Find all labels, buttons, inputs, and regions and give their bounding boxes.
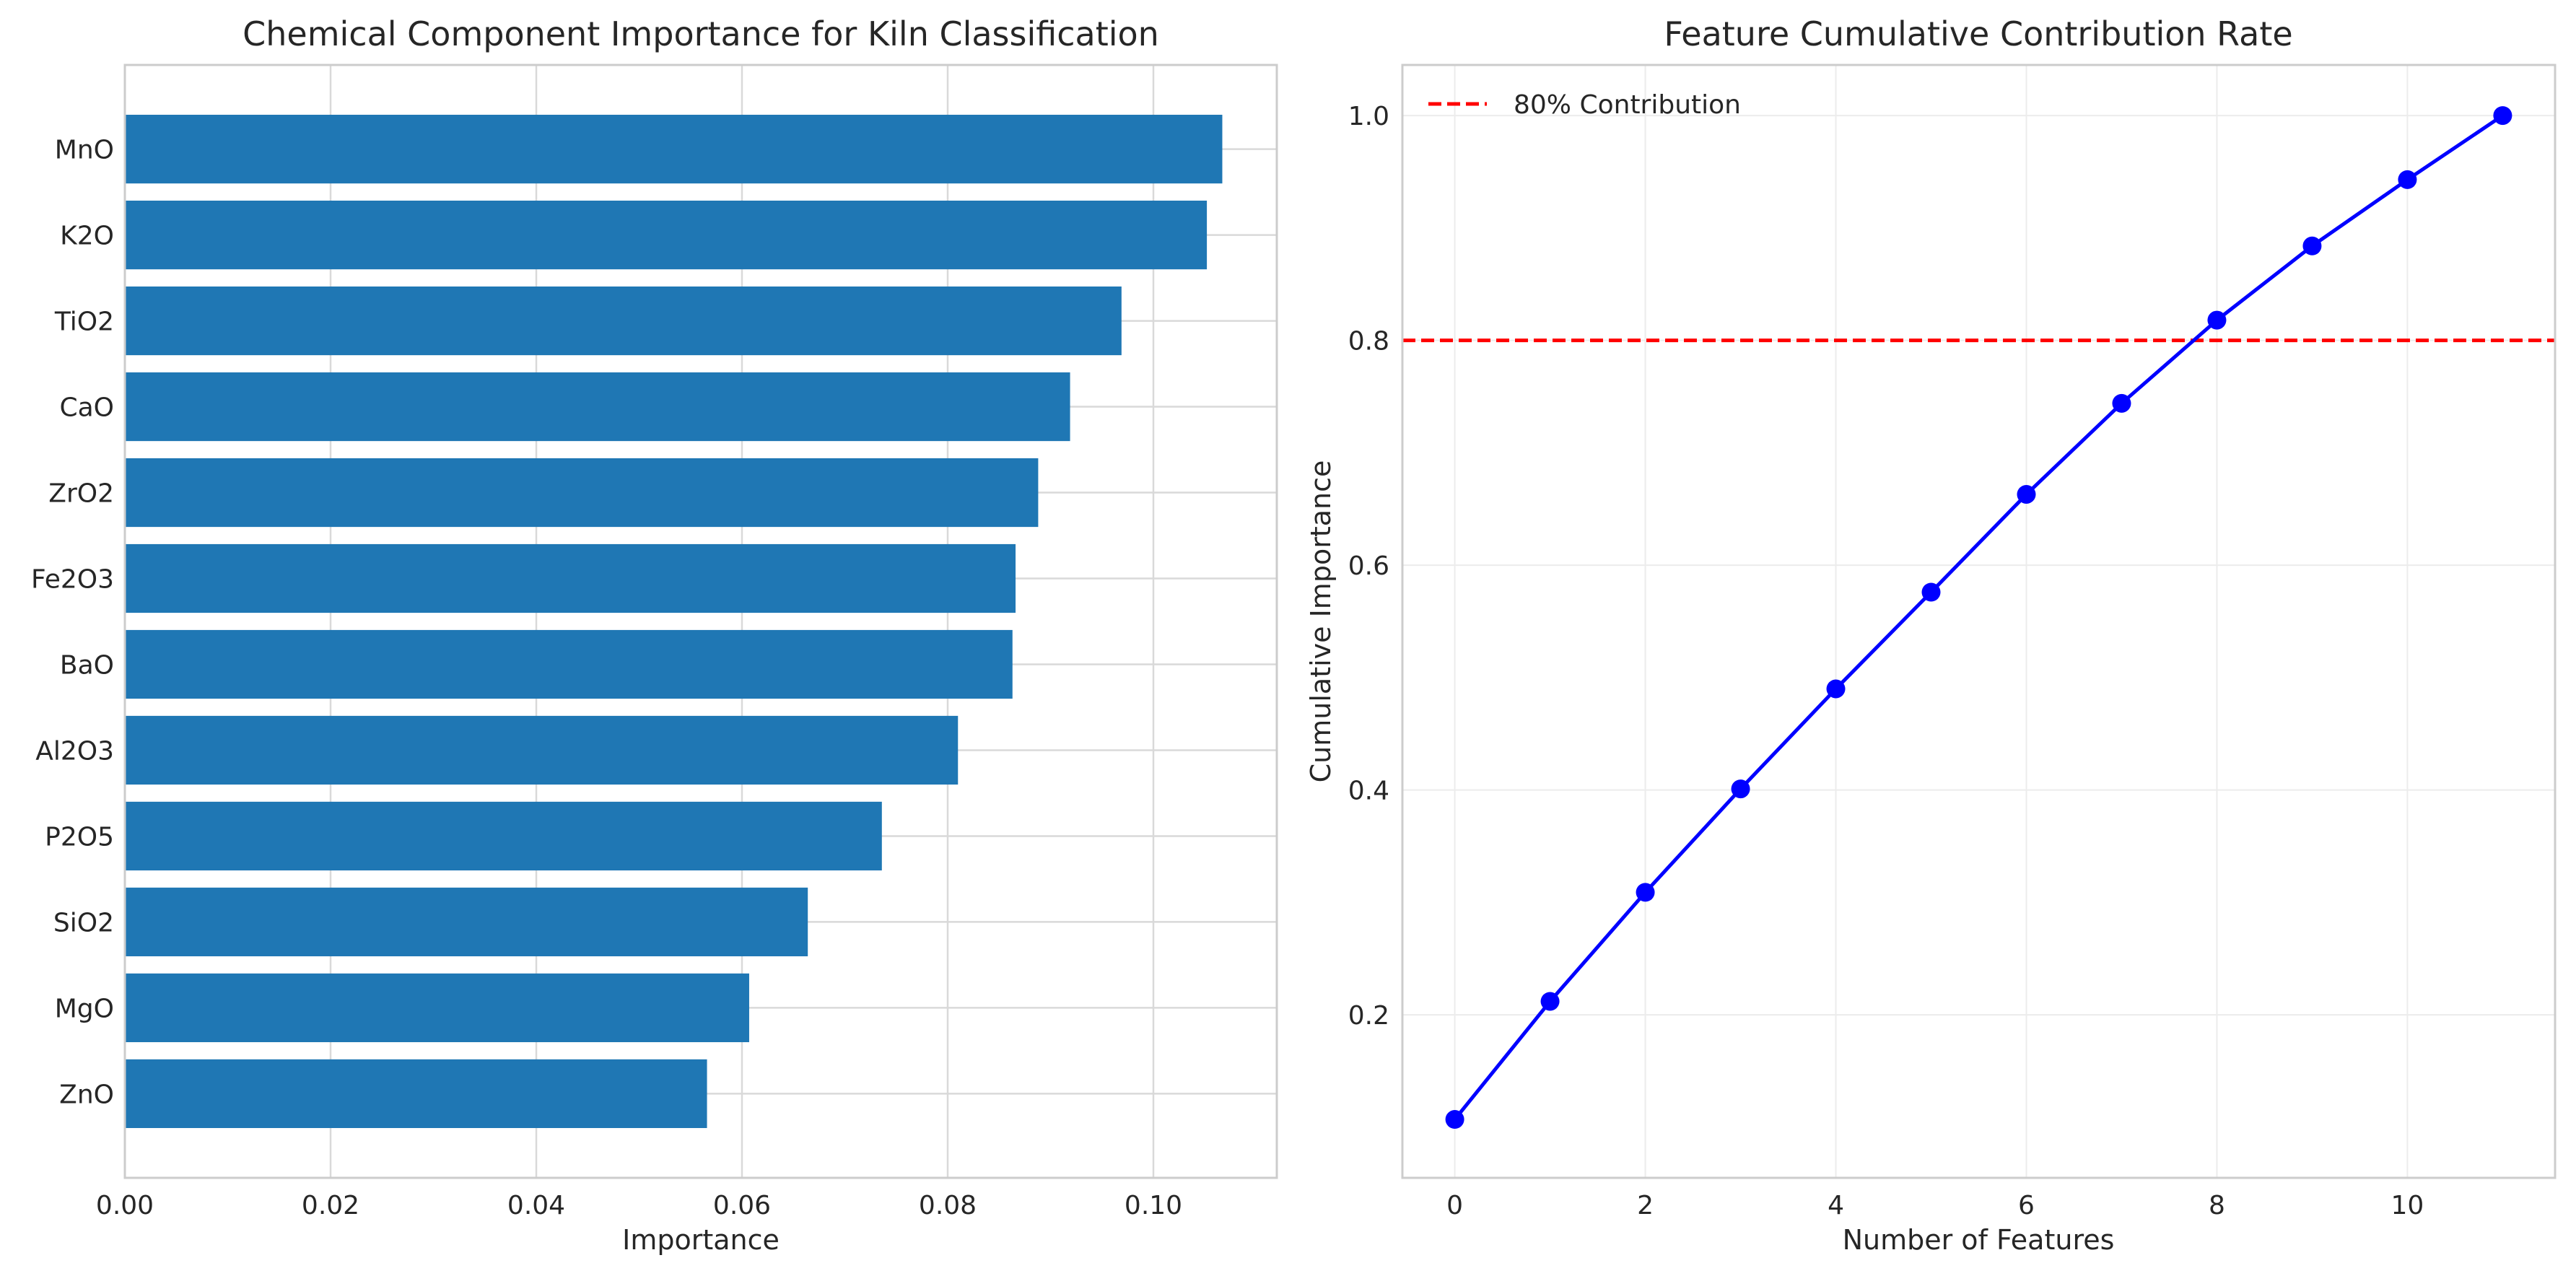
line-chart-x-tick-label: 8 [2209, 1191, 2225, 1220]
line-chart-plot-area [1402, 65, 2555, 1178]
bar-chart-x-tick-label: 0.08 [919, 1191, 977, 1220]
line-chart-legend: 80% Contribution [1428, 90, 1741, 120]
bar-chart-x-tick-label: 0.02 [302, 1191, 359, 1220]
bar-chart-y-tick-label: Fe2O3 [31, 565, 114, 595]
cumulative-point [1731, 779, 1750, 799]
bar-chart-frame [123, 64, 1278, 1179]
cumulative-series [1445, 106, 2512, 1129]
legend-threshold-label: 80% Contribution [1514, 90, 1741, 120]
bar-chart-x-tick-label: 0.00 [96, 1191, 154, 1220]
line-chart-x-axis-label: Number of Features [1843, 1224, 2115, 1256]
bar-zno [125, 1059, 707, 1128]
cumulative-point [1826, 679, 1846, 699]
bar-chart-x-tick-label: 0.04 [507, 1191, 565, 1220]
line-chart-y-tick-label: 0.2 [1348, 1001, 1389, 1031]
bar-chart-spines [123, 64, 1278, 1179]
line-chart-y-axis-label: Cumulative Importance [1305, 460, 1337, 783]
line-chart-title: Feature Cumulative Contribution Rate [1664, 14, 2292, 53]
cumulative-point [1636, 883, 1655, 902]
bar-chart-y-tick-label: CaO [59, 393, 114, 423]
cumulative-point [2493, 106, 2512, 126]
cumulative-point [1921, 582, 1941, 602]
bar-fe2o3 [125, 543, 1016, 613]
line-chart-y-tick-label: 0.4 [1348, 777, 1389, 806]
cumulative-line-chart: 0 2 4 6 8 10 0.2 0.4 0.6 0.8 1.0 80% Contribution… [1305, 14, 2557, 1256]
importance-bar-chart: 0.00 0.02 0.04 0.06 0.08 0.10 MnO K2O TiO2 CaO Zr… [31, 14, 1278, 1256]
bar-chart-y-tick-label: Al2O3 [35, 736, 114, 766]
bar-zro2 [125, 458, 1039, 528]
bar-al2o3 [125, 715, 959, 785]
cumulative-point [2207, 310, 2227, 330]
cumulative-point [1445, 1110, 1464, 1129]
bar-mno [125, 115, 1223, 184]
line-chart-x-tick-label: 4 [1828, 1191, 1844, 1220]
cumulative-point [2112, 393, 2131, 413]
bar-mgo [125, 973, 749, 1043]
bar-chart-bars [125, 115, 1223, 1128]
cumulative-point [2302, 236, 2322, 255]
bar-chart-y-tick-label: ZnO [59, 1080, 114, 1109]
bar-bao [125, 629, 1013, 699]
bar-chart-x-tick-label: 0.10 [1125, 1191, 1182, 1220]
cumulative-point [1540, 992, 1560, 1011]
line-chart-y-tick-label: 1.0 [1348, 102, 1389, 131]
line-chart-x-tick-label: 2 [1637, 1191, 1654, 1220]
line-chart-y-ticks: 0.2 0.4 0.6 0.8 1.0 [1348, 102, 1389, 1031]
line-chart-x-tick-label: 6 [2018, 1191, 2035, 1220]
line-chart-y-tick-label: 0.6 [1348, 551, 1389, 581]
bar-cao [125, 372, 1070, 442]
cumulative-point [2398, 170, 2417, 189]
bar-chart-y-tick-label: MnO [55, 136, 114, 165]
bar-chart-y-tick-label: BaO [60, 650, 114, 680]
bar-chart-x-ticks: 0.00 0.02 0.04 0.06 0.08 0.10 [96, 1191, 1182, 1220]
line-chart-x-tick-label: 0 [1446, 1191, 1463, 1220]
bar-chart-y-tick-label: P2O5 [45, 822, 114, 852]
line-chart-x-tick-label: 10 [2391, 1191, 2424, 1220]
cumulative-point [2017, 484, 2036, 504]
bar-sio2 [125, 887, 808, 957]
bar-chart-x-axis-label: Importance [622, 1224, 780, 1256]
bar-chart-y-tick-label: TiO2 [54, 307, 114, 337]
line-chart-x-ticks: 0 2 4 6 8 10 [1446, 1191, 2424, 1220]
bar-chart-y-tick-label: ZrO2 [48, 479, 114, 509]
bar-tio2 [125, 286, 1122, 356]
bar-chart-y-tick-label: MgO [55, 994, 114, 1023]
bar-p2o5 [125, 801, 882, 871]
bar-k2o [125, 200, 1208, 270]
bar-chart-x-tick-label: 0.06 [713, 1191, 771, 1220]
bar-chart-y-tick-label: K2O [60, 222, 114, 251]
line-chart-y-tick-label: 0.8 [1348, 327, 1389, 357]
line-chart-frame [1401, 64, 2557, 1179]
line-chart-spines [1401, 64, 2557, 1179]
bar-chart-title: Chemical Component Importance for Kiln C… [243, 14, 1159, 53]
bar-chart-y-ticks: MnO K2O TiO2 CaO ZrO2 Fe2O3 BaO Al2O3 P2O5 SiO2 Mg… [31, 136, 114, 1110]
bar-chart-y-tick-label: SiO2 [53, 908, 114, 938]
cumulative-line [1453, 114, 2504, 1121]
